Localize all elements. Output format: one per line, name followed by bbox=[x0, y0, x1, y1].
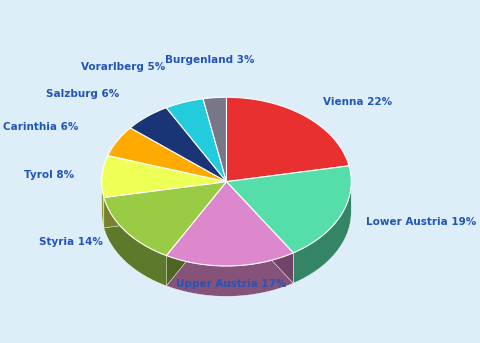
Polygon shape bbox=[227, 166, 351, 253]
Polygon shape bbox=[102, 182, 104, 228]
Polygon shape bbox=[293, 182, 351, 283]
Polygon shape bbox=[167, 182, 293, 266]
Text: Lower Austria 19%: Lower Austria 19% bbox=[366, 217, 477, 227]
Text: Styria 14%: Styria 14% bbox=[39, 237, 103, 247]
Text: Vienna 22%: Vienna 22% bbox=[324, 97, 393, 107]
Polygon shape bbox=[227, 182, 293, 283]
Polygon shape bbox=[227, 97, 349, 182]
Polygon shape bbox=[102, 156, 227, 198]
Polygon shape bbox=[167, 182, 227, 286]
Polygon shape bbox=[167, 99, 227, 182]
Polygon shape bbox=[108, 128, 227, 182]
Text: Upper Austria 17%: Upper Austria 17% bbox=[176, 280, 287, 289]
Text: Vorarlberg 5%: Vorarlberg 5% bbox=[81, 61, 165, 72]
Polygon shape bbox=[167, 182, 227, 286]
Polygon shape bbox=[104, 182, 227, 228]
Polygon shape bbox=[104, 182, 227, 228]
Polygon shape bbox=[167, 253, 293, 296]
Text: Carinthia 6%: Carinthia 6% bbox=[3, 122, 79, 132]
Polygon shape bbox=[104, 198, 167, 286]
Polygon shape bbox=[130, 108, 227, 182]
Text: Salzburg 6%: Salzburg 6% bbox=[46, 89, 119, 99]
Polygon shape bbox=[227, 182, 293, 283]
Text: Tyrol 8%: Tyrol 8% bbox=[24, 170, 74, 180]
Polygon shape bbox=[203, 97, 227, 182]
Text: Burgenland 3%: Burgenland 3% bbox=[165, 55, 254, 65]
Polygon shape bbox=[104, 182, 227, 256]
